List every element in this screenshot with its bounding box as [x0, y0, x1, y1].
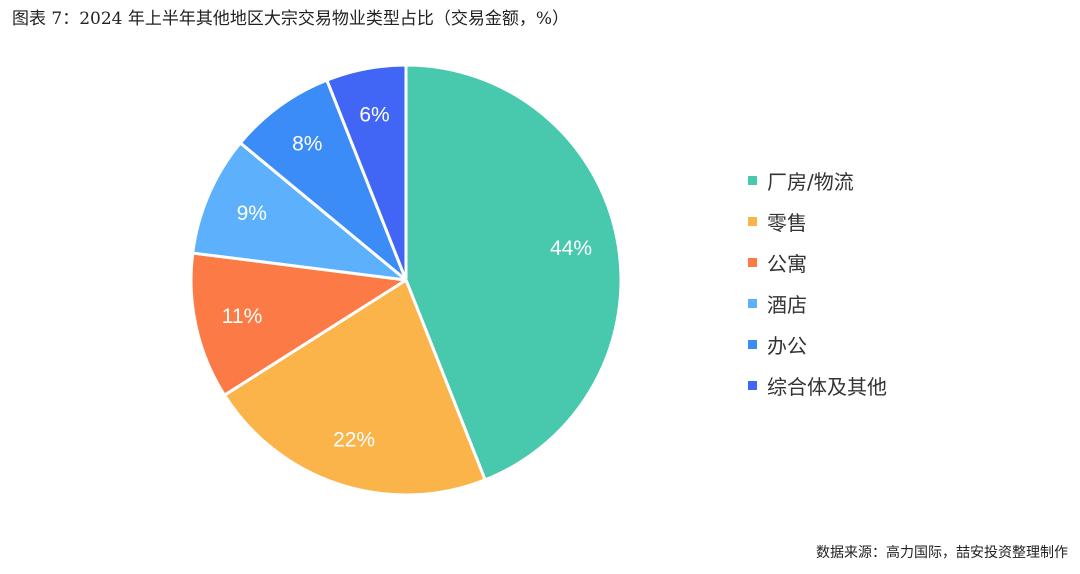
legend-label: 酒店: [767, 293, 807, 317]
slice-label-5: 6%: [359, 103, 389, 126]
legend-item-2: 公寓: [748, 242, 887, 283]
legend-swatch: [748, 381, 757, 390]
chart-title: 图表 7：2024 年上半年其他地区大宗交易物业类型占比（交易金额，%）: [12, 9, 570, 29]
legend-item-5: 综合体及其他: [748, 365, 887, 406]
pie-slice-5: [325, 63, 408, 282]
legend: 厂房/物流零售公寓酒店办公综合体及其他: [748, 160, 887, 406]
pie-slice-3: [191, 141, 408, 282]
legend-label: 公寓: [767, 252, 807, 276]
slice-label-0: 44%: [550, 237, 592, 260]
source-note: 数据来源：高力国际，喆安投资整理制作: [816, 545, 1068, 561]
pie-slice-4: [238, 78, 408, 282]
legend-label: 厂房/物流: [767, 170, 854, 194]
legend-item-0: 厂房/物流: [748, 160, 887, 201]
legend-swatch: [748, 299, 757, 308]
pie-slice-1: [222, 278, 487, 497]
legend-swatch: [748, 340, 757, 349]
slice-label-3: 9%: [237, 202, 267, 225]
legend-item-3: 酒店: [748, 283, 887, 324]
legend-swatch: [748, 258, 757, 267]
slice-label-2: 11%: [222, 305, 262, 328]
legend-item-4: 办公: [748, 324, 887, 365]
legend-swatch: [748, 176, 757, 185]
legend-label: 办公: [767, 334, 807, 358]
legend-label: 零售: [767, 211, 807, 235]
pie-slice-0: [404, 63, 623, 482]
slice-label-4: 8%: [292, 133, 322, 156]
legend-label: 综合体及其他: [767, 375, 887, 399]
pie-slice-2: [189, 251, 408, 397]
legend-swatch: [748, 217, 757, 226]
legend-item-1: 零售: [748, 201, 887, 242]
slice-label-1: 22%: [333, 428, 375, 451]
